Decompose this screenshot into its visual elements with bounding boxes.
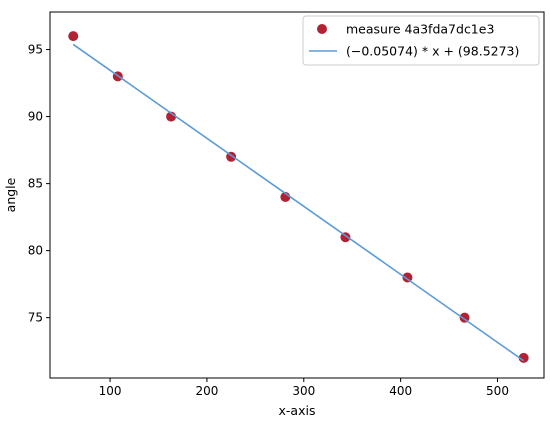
x-tick-label: 100 xyxy=(99,384,122,398)
data-point xyxy=(518,352,529,363)
legend-marker-scatter xyxy=(317,24,327,34)
axes-frame xyxy=(49,11,545,379)
legend-label-scatter: measure 4a3fda7dc1e3 xyxy=(346,22,494,37)
y-tick-label: 80 xyxy=(28,244,43,258)
fit-line xyxy=(72,43,525,362)
x-tick-label: 500 xyxy=(486,384,509,398)
data-point xyxy=(68,31,79,42)
legend-label-line: (−0.05074) * x + (98.5273) xyxy=(346,44,519,59)
x-tick-label: 400 xyxy=(389,384,412,398)
y-tick-label: 90 xyxy=(28,110,43,124)
y-tick-label: 85 xyxy=(28,177,43,191)
y-tick-label: 75 xyxy=(28,311,43,325)
y-tick-label: 95 xyxy=(28,43,43,57)
x-tick-label: 200 xyxy=(195,384,218,398)
plot-area xyxy=(68,31,529,363)
y-axis-title: angle xyxy=(3,177,18,212)
x-tick-label: 300 xyxy=(292,384,315,398)
axis-ticks: 100 200 300 400 500 75 80 85 90 95 xyxy=(28,43,509,398)
legend: measure 4a3fda7dc1e3 (−0.05074) * x + (9… xyxy=(302,15,540,66)
x-axis-title: x-axis xyxy=(279,403,316,418)
legend-box xyxy=(302,15,540,66)
